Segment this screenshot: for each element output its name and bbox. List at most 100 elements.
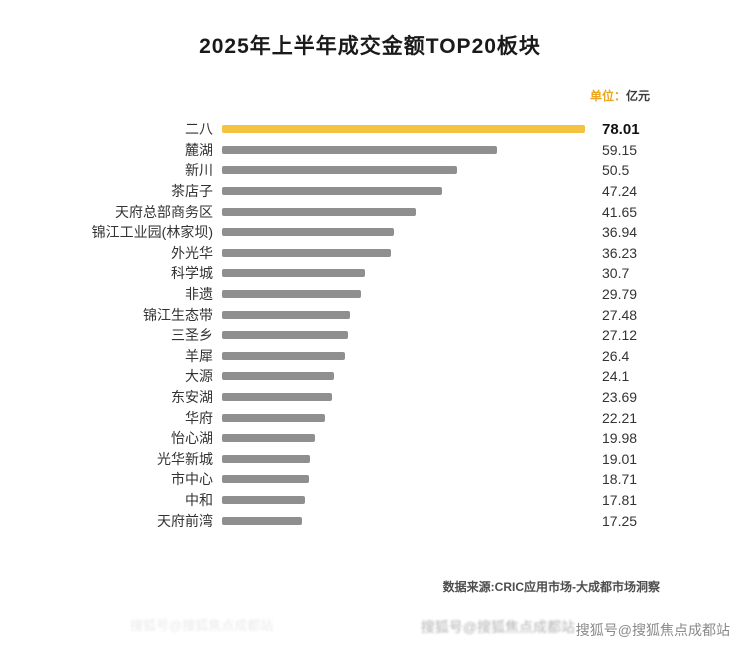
- chart-row: 光华新城 19.01: [30, 449, 672, 470]
- chart-row: 茶店子 47.24: [30, 181, 672, 202]
- bar-track: [222, 166, 585, 175]
- value-label: 50.5: [602, 162, 630, 179]
- category-label: 茶店子: [171, 183, 213, 200]
- unit-prefix: 单位：: [589, 89, 626, 103]
- bar: [222, 475, 310, 484]
- chart-row: 三圣乡 27.12: [30, 325, 672, 346]
- bar: [222, 331, 349, 340]
- value-label: 18.71: [602, 471, 638, 488]
- bar: [222, 166, 457, 175]
- bar-chart: 二八 78.01 麓湖 59.15 新川 50.5 茶店子 47.24 天府总部商务区 41.65…: [30, 119, 672, 531]
- watermark-ghost: 搜狐号@搜狐焦点成都站: [420, 619, 575, 635]
- bar-track: [222, 516, 585, 525]
- bar: [222, 454, 311, 463]
- watermark-faint: 搜狐号@搜狐焦点成都站: [130, 618, 274, 633]
- value-label: 19.98: [602, 430, 638, 447]
- bar: [222, 434, 315, 443]
- bar: [222, 351, 345, 360]
- bar-track: [222, 351, 585, 360]
- chart-row: 锦江生态带 27.48: [30, 304, 672, 325]
- value-label: 78.01: [602, 120, 640, 138]
- chart-row: 非遗 29.79: [30, 284, 672, 305]
- category-label: 大源: [185, 368, 213, 385]
- bar: [222, 187, 442, 196]
- value-label: 29.79: [602, 286, 638, 303]
- bar-track: [222, 454, 585, 463]
- category-label: 科学城: [171, 265, 213, 282]
- category-label: 市中心: [171, 471, 213, 488]
- category-label: 天府前湾: [157, 512, 213, 529]
- unit-suffix: 亿元: [625, 89, 650, 103]
- chart-row: 锦江工业园(林家坝) 36.94: [30, 222, 672, 243]
- chart-row: 天府总部商务区 41.65: [30, 201, 672, 222]
- value-label: 36.94: [602, 224, 638, 241]
- chart-row: 大源 24.1: [30, 366, 672, 387]
- bar-track: [222, 393, 585, 402]
- chart-row: 怡心湖 19.98: [30, 428, 672, 449]
- value-label: 36.23: [602, 244, 638, 261]
- bar-track: [222, 290, 585, 299]
- value-label: 22.21: [602, 409, 638, 426]
- category-label: 锦江生态带: [143, 306, 213, 323]
- chart-row: 外光华 36.23: [30, 243, 672, 264]
- bar-track: [222, 434, 585, 443]
- chart-row: 科学城 30.7: [30, 263, 672, 284]
- chart-row: 华府 22.21: [30, 407, 672, 428]
- category-label: 麓湖: [185, 141, 213, 158]
- bar: [222, 310, 350, 319]
- value-label: 27.48: [602, 306, 638, 323]
- category-label: 光华新城: [157, 450, 213, 467]
- value-label: 30.7: [602, 265, 630, 282]
- chart-row: 二八 78.01: [30, 119, 672, 140]
- bar-highlighted: [222, 125, 585, 134]
- bar: [222, 413, 326, 422]
- category-label: 东安湖: [171, 389, 213, 406]
- chart-row: 天府前湾 17.25: [30, 510, 672, 531]
- value-label: 24.1: [602, 368, 630, 385]
- chart-row: 中和 17.81: [30, 490, 672, 511]
- bar-track: [222, 248, 585, 257]
- bar-track: [222, 331, 585, 340]
- bar: [222, 290, 361, 299]
- bar: [222, 228, 394, 237]
- bar-track: [222, 145, 585, 154]
- chart-row: 市中心 18.71: [30, 469, 672, 490]
- bar-track: [222, 310, 585, 319]
- bar: [222, 516, 303, 525]
- value-label: 59.15: [602, 141, 638, 158]
- bar-track: [222, 413, 585, 422]
- bar-track: [222, 495, 585, 504]
- value-label: 27.12: [602, 327, 638, 344]
- chart-title: 2025年上半年成交金额TOP20板块: [199, 35, 541, 58]
- category-label: 羊犀: [185, 347, 213, 364]
- category-label: 中和: [185, 491, 213, 508]
- category-label: 非遗: [185, 286, 213, 303]
- bar: [222, 269, 365, 278]
- bar: [222, 495, 305, 504]
- category-label: 天府总部商务区: [115, 203, 213, 220]
- chart-row: 麓湖 59.15: [30, 140, 672, 161]
- chart-row: 新川 50.5: [30, 160, 672, 181]
- unit-label: 单位：亿元: [590, 87, 650, 104]
- bar: [222, 145, 498, 154]
- value-label: 17.81: [602, 491, 638, 508]
- bar-track: [222, 475, 585, 484]
- chart-row: 东安湖 23.69: [30, 387, 672, 408]
- bar-track: [222, 269, 585, 278]
- category-label: 锦江工业园(林家坝): [91, 224, 213, 241]
- watermark: 搜狐号@搜狐焦点成都站: [575, 622, 730, 638]
- bar-track: [222, 228, 585, 237]
- bar: [222, 393, 333, 402]
- bar: [222, 207, 416, 216]
- category-label: 怡心湖: [171, 430, 213, 447]
- value-label: 23.69: [602, 389, 638, 406]
- chart-row: 羊犀 26.4: [30, 346, 672, 367]
- bar-track: [222, 187, 585, 196]
- category-label: 新川: [185, 162, 213, 179]
- value-label: 41.65: [602, 203, 638, 220]
- category-label: 三圣乡: [171, 327, 213, 344]
- value-label: 17.25: [602, 512, 638, 529]
- bar: [222, 248, 391, 257]
- bar-track: [222, 372, 585, 381]
